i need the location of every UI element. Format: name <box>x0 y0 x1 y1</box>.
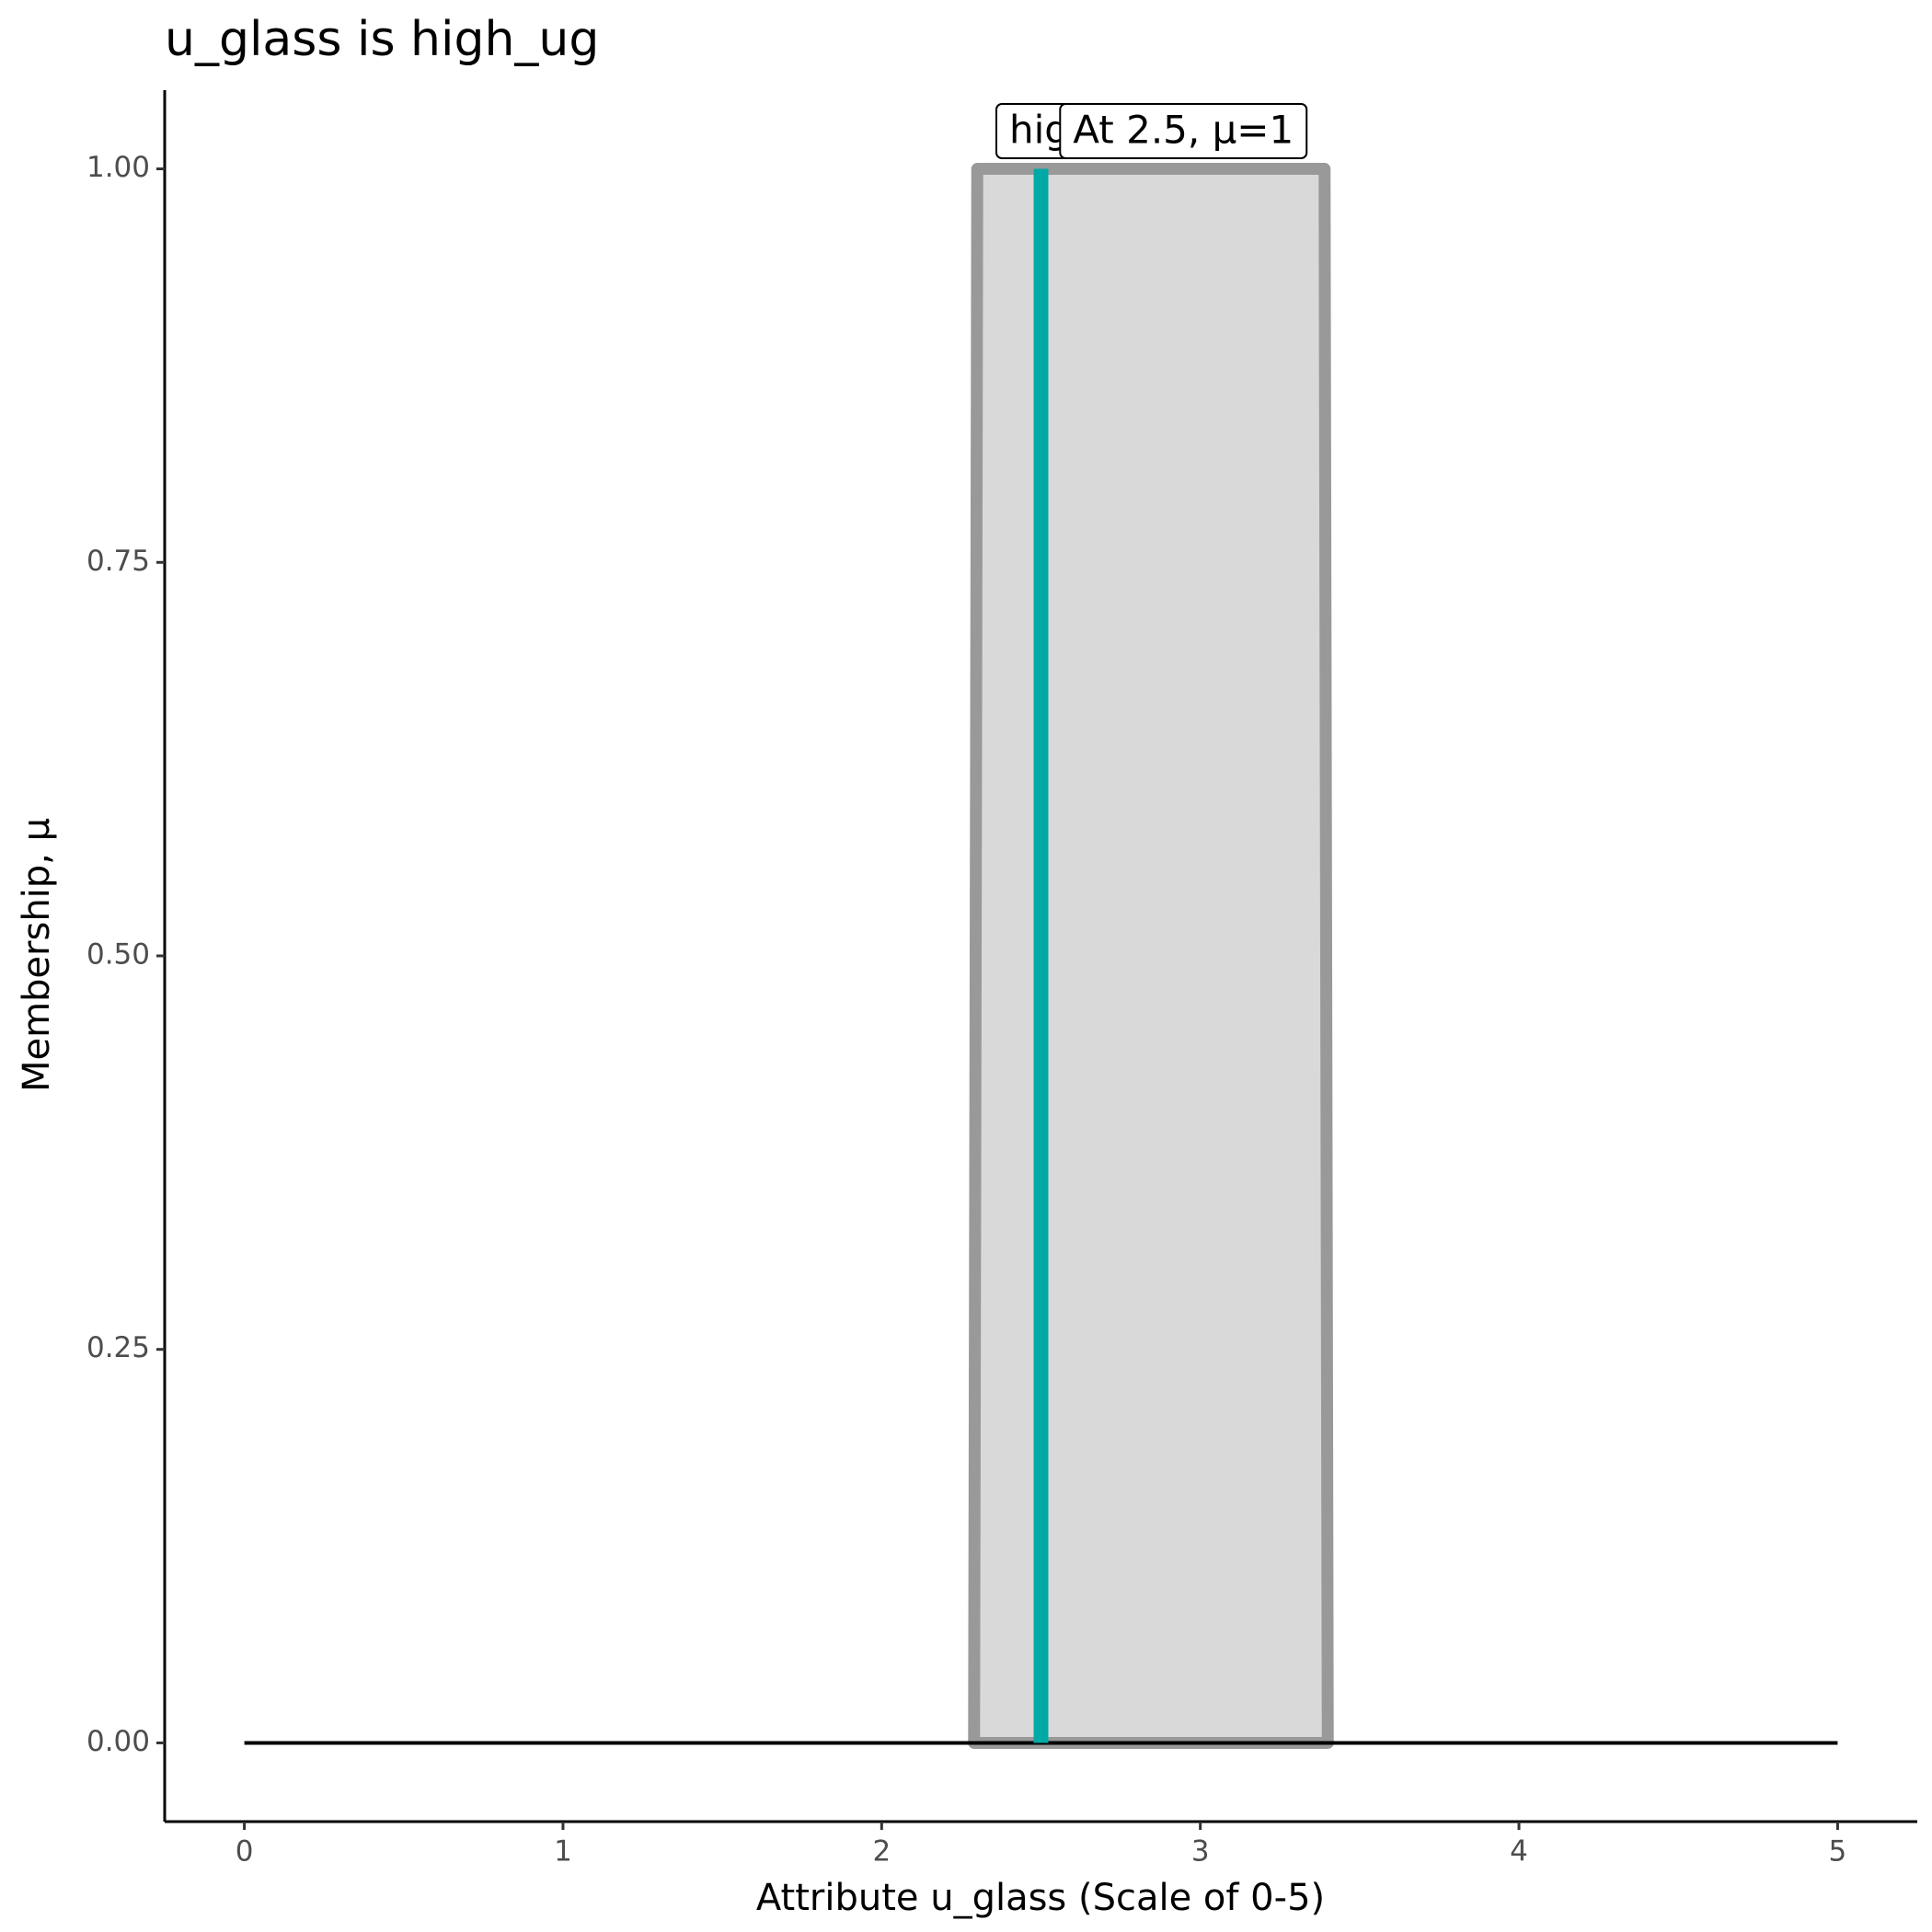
x-tick-label: 5 <box>1829 1835 1847 1869</box>
x-axis-title: Attribute u_glass (Scale of 0-5) <box>756 1877 1325 1919</box>
highlight-label-box <box>1059 103 1308 159</box>
highlight-label-text: At 2.5, μ=1 <box>1073 108 1294 153</box>
y-tick-label: 0.25 <box>86 1331 150 1364</box>
y-tick-label: 1.00 <box>86 151 150 184</box>
chart-title: u_glass is high_ug <box>165 12 599 67</box>
y-tick-label: 0.00 <box>86 1725 150 1758</box>
x-tick-label: 2 <box>872 1835 891 1869</box>
x-tick-label: 0 <box>236 1835 254 1869</box>
y-tick-label: 0.75 <box>86 545 150 578</box>
x-tick-label: 3 <box>1191 1835 1210 1869</box>
x-tick-label: 1 <box>554 1835 572 1869</box>
y-axis-title: Membership, μ <box>16 818 58 1092</box>
highlight-label: At 2.5, μ=1 <box>1059 103 1308 159</box>
membership-area <box>968 163 1334 1749</box>
y-tick-label: 0.50 <box>86 938 150 972</box>
x-tick-label: 4 <box>1510 1835 1528 1869</box>
